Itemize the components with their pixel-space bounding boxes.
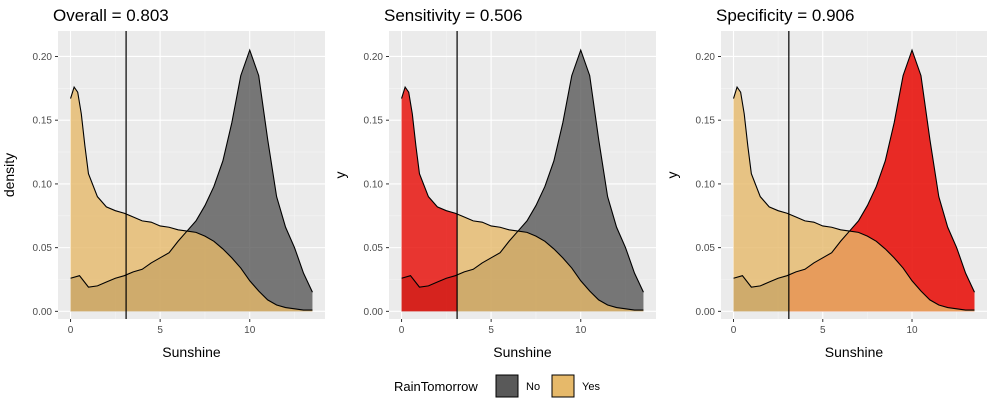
y-tick-label: 0.15 [696, 116, 716, 127]
x-axis-label: Sunshine [162, 344, 221, 360]
x-tick-label: 0 [731, 325, 737, 336]
y-tick-label: 0.00 [33, 307, 53, 318]
area-no [401, 50, 644, 312]
curve-no [733, 48, 975, 293]
y-tick-label: 0.05 [33, 243, 53, 254]
area-no [70, 50, 313, 312]
x-tick-label: 5 [488, 325, 494, 336]
y-tick-label: 0.00 [696, 307, 716, 318]
y-tick-label: 0.15 [33, 116, 53, 127]
y-axis-label: density [1, 153, 17, 197]
y-tick-label: 0.20 [696, 52, 716, 63]
x-tick-label: 5 [820, 325, 826, 336]
x-tick-label: 5 [157, 325, 163, 336]
x-tick-label: 10 [575, 325, 587, 336]
area-yes-above-threshold [457, 213, 644, 312]
y-tick-label: 0.20 [33, 52, 53, 63]
curve-no [70, 48, 313, 293]
panel-3: 0 5 10 0.00 0.05 0.10 0.15 0.20 Specificity = 0.… [664, 6, 987, 360]
y-tick-label: 0.10 [364, 179, 384, 190]
y-axis-label: y [332, 172, 348, 179]
legend-label-no: No [526, 381, 540, 393]
panel-title: Specificity = 0.906 [716, 6, 854, 25]
x-tick-label: 10 [906, 325, 918, 336]
area-yes [733, 87, 975, 312]
panel-1: 0 5 10 0.00 0.05 0.10 0.15 0.20 Overall = 0.803 S… [1, 6, 325, 360]
y-tick-label: 0.00 [364, 307, 384, 318]
panel-title: Overall = 0.803 [53, 6, 169, 25]
y-axis-label: y [664, 172, 680, 179]
x-tick-label: 0 [399, 325, 405, 336]
curve-no [401, 48, 644, 293]
panel-title: Sensitivity = 0.506 [384, 6, 522, 25]
y-tick-label: 0.20 [364, 52, 384, 63]
area-no-above-threshold [788, 50, 975, 312]
x-axis-label: Sunshine [825, 344, 884, 360]
x-tick-label: 0 [68, 325, 74, 336]
curve-yes [732, 85, 975, 311]
curve-yes [401, 85, 644, 311]
legend: RainTomorrow No Yes [394, 374, 600, 398]
legend-key-yes [551, 374, 575, 398]
legend-label-yes: Yes [582, 381, 600, 393]
panel-2: 0 5 10 0.00 0.05 0.10 0.15 0.20 Sensitivity = 0.… [332, 6, 656, 360]
y-tick-label: 0.10 [696, 179, 716, 190]
x-tick-label: 10 [244, 325, 256, 336]
y-tick-label: 0.05 [696, 243, 716, 254]
legend-key-no [495, 374, 519, 398]
y-tick-label: 0.15 [364, 116, 384, 127]
y-tick-label: 0.05 [364, 243, 384, 254]
area-yes [70, 87, 313, 312]
y-tick-label: 0.10 [33, 179, 53, 190]
legend-title: RainTomorrow [394, 379, 478, 394]
curve-yes [70, 85, 313, 311]
x-axis-label: Sunshine [493, 344, 552, 360]
